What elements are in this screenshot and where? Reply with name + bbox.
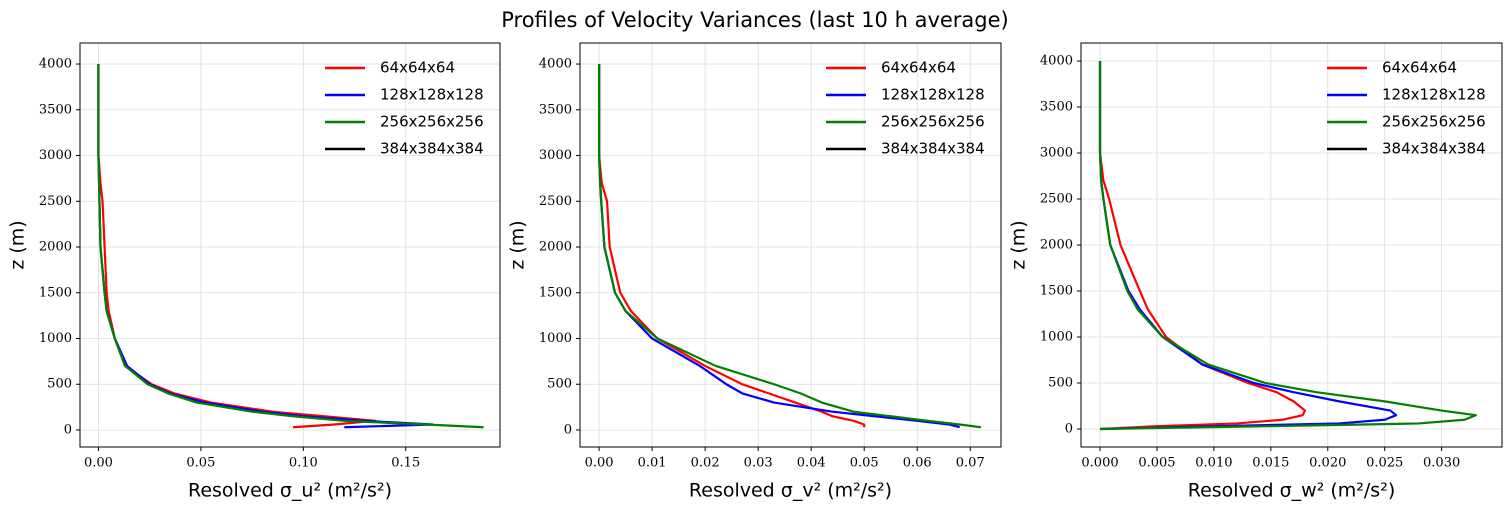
y-tick-label: 500 [47,377,72,392]
y-tick-label: 500 [1048,375,1073,390]
subplot: 0.000 0.005 0.010 0.015 0.020 0.025 0.030 0 500 1… [1008,42,1503,502]
figure-title: Profiles of Velocity Variances (last 10 … [501,8,1009,32]
y-tick-label: 1000 [539,331,572,346]
legend-label: 256x256x256 [1382,113,1486,131]
y-tick-label: 4000 [539,57,572,72]
x-tick-label: 0.00 [585,456,614,471]
legend-label: 64x64x64 [881,59,956,77]
x-tick-label: 0.01 [638,456,667,471]
legend-label: 384x384x384 [881,140,985,158]
y-tick-label: 1500 [39,285,72,300]
x-tick-label: 0.030 [1423,456,1460,471]
x-tick-label: 0.10 [289,456,318,471]
x-tick-label: 0.04 [797,456,826,471]
y-tick-label: 2000 [1040,238,1073,253]
y-tick-label: 2000 [39,240,72,255]
legend-label: 128x128x128 [380,86,484,104]
subplot: 0.00 0.01 0.02 0.03 0.04 0.05 0.06 0.07 0 500 1000… [507,42,1002,502]
y-tick-label: 0 [64,422,72,437]
x-tick-label: 0.025 [1366,456,1403,471]
y-tick-label: 2500 [539,194,572,209]
y-tick-label: 500 [547,377,572,392]
legend-label: 64x64x64 [1382,59,1457,77]
y-tick-label: 3500 [539,102,572,117]
y-tick-label: 2000 [539,240,572,255]
x-tick-label: 0.05 [850,456,879,471]
y-tick-label: 1000 [39,331,72,346]
legend-label: 128x128x128 [1382,86,1486,104]
subplot: 0.00 0.05 0.10 0.15 0 500 1000 1500 2000 2500 3000… [7,42,501,502]
y-tick-label: 1500 [1040,283,1073,298]
y-tick-label: 3000 [1040,146,1073,161]
legend-label: 128x128x128 [881,86,985,104]
x-tick-label: 0.15 [391,456,420,471]
profile-line [597,64,981,429]
profile-line [1098,61,1477,431]
y-axis-label: z (m) [1008,220,1030,269]
y-tick-label: 2500 [39,194,72,209]
y-axis-label: z (m) [507,220,529,269]
y-tick-label: 3500 [1040,100,1073,115]
profile-line [597,64,866,428]
y-tick-label: 1000 [1040,329,1073,344]
axes-frame [79,42,501,448]
y-tick-label: 4000 [1040,54,1073,69]
x-tick-label: 0.000 [1081,456,1118,471]
y-tick-label: 1500 [539,285,572,300]
y-tick-label: 3000 [539,148,572,163]
y-tick-label: 2500 [1040,192,1073,207]
y-tick-label: 3500 [39,102,72,117]
x-tick-label: 0.06 [903,456,932,471]
legend-label: 384x384x384 [1382,140,1486,158]
x-tick-label: 0.005 [1138,456,1175,471]
y-tick-label: 0 [564,422,572,437]
y-tick-label: 3000 [39,148,72,163]
x-tick-label: 0.05 [186,456,215,471]
axes-frame [579,42,1002,448]
y-tick-label: 4000 [39,57,72,72]
legend-label: 256x256x256 [881,113,985,131]
axes-frame [1080,42,1503,448]
x-axis-label: Resolved σ_w² (m²/s²) [1188,480,1395,502]
y-tick-label: 0 [1065,421,1073,436]
x-tick-label: 0.00 [84,456,113,471]
x-axis-label: Resolved σ_u² (m²/s²) [188,480,392,502]
y-axis-label: z (m) [7,220,29,269]
legend-label: 256x256x256 [380,113,484,131]
x-axis-label: Resolved σ_v² (m²/s²) [689,480,892,502]
x-tick-label: 0.020 [1309,456,1346,471]
x-tick-label: 0.07 [956,456,985,471]
x-tick-label: 0.015 [1252,456,1289,471]
profile-line [97,64,377,429]
x-tick-label: 0.02 [691,456,720,471]
profile-line [97,64,484,429]
legend-label: 384x384x384 [380,140,484,158]
legend-label: 64x64x64 [380,59,455,77]
x-tick-label: 0.010 [1195,456,1232,471]
x-tick-label: 0.03 [744,456,773,471]
